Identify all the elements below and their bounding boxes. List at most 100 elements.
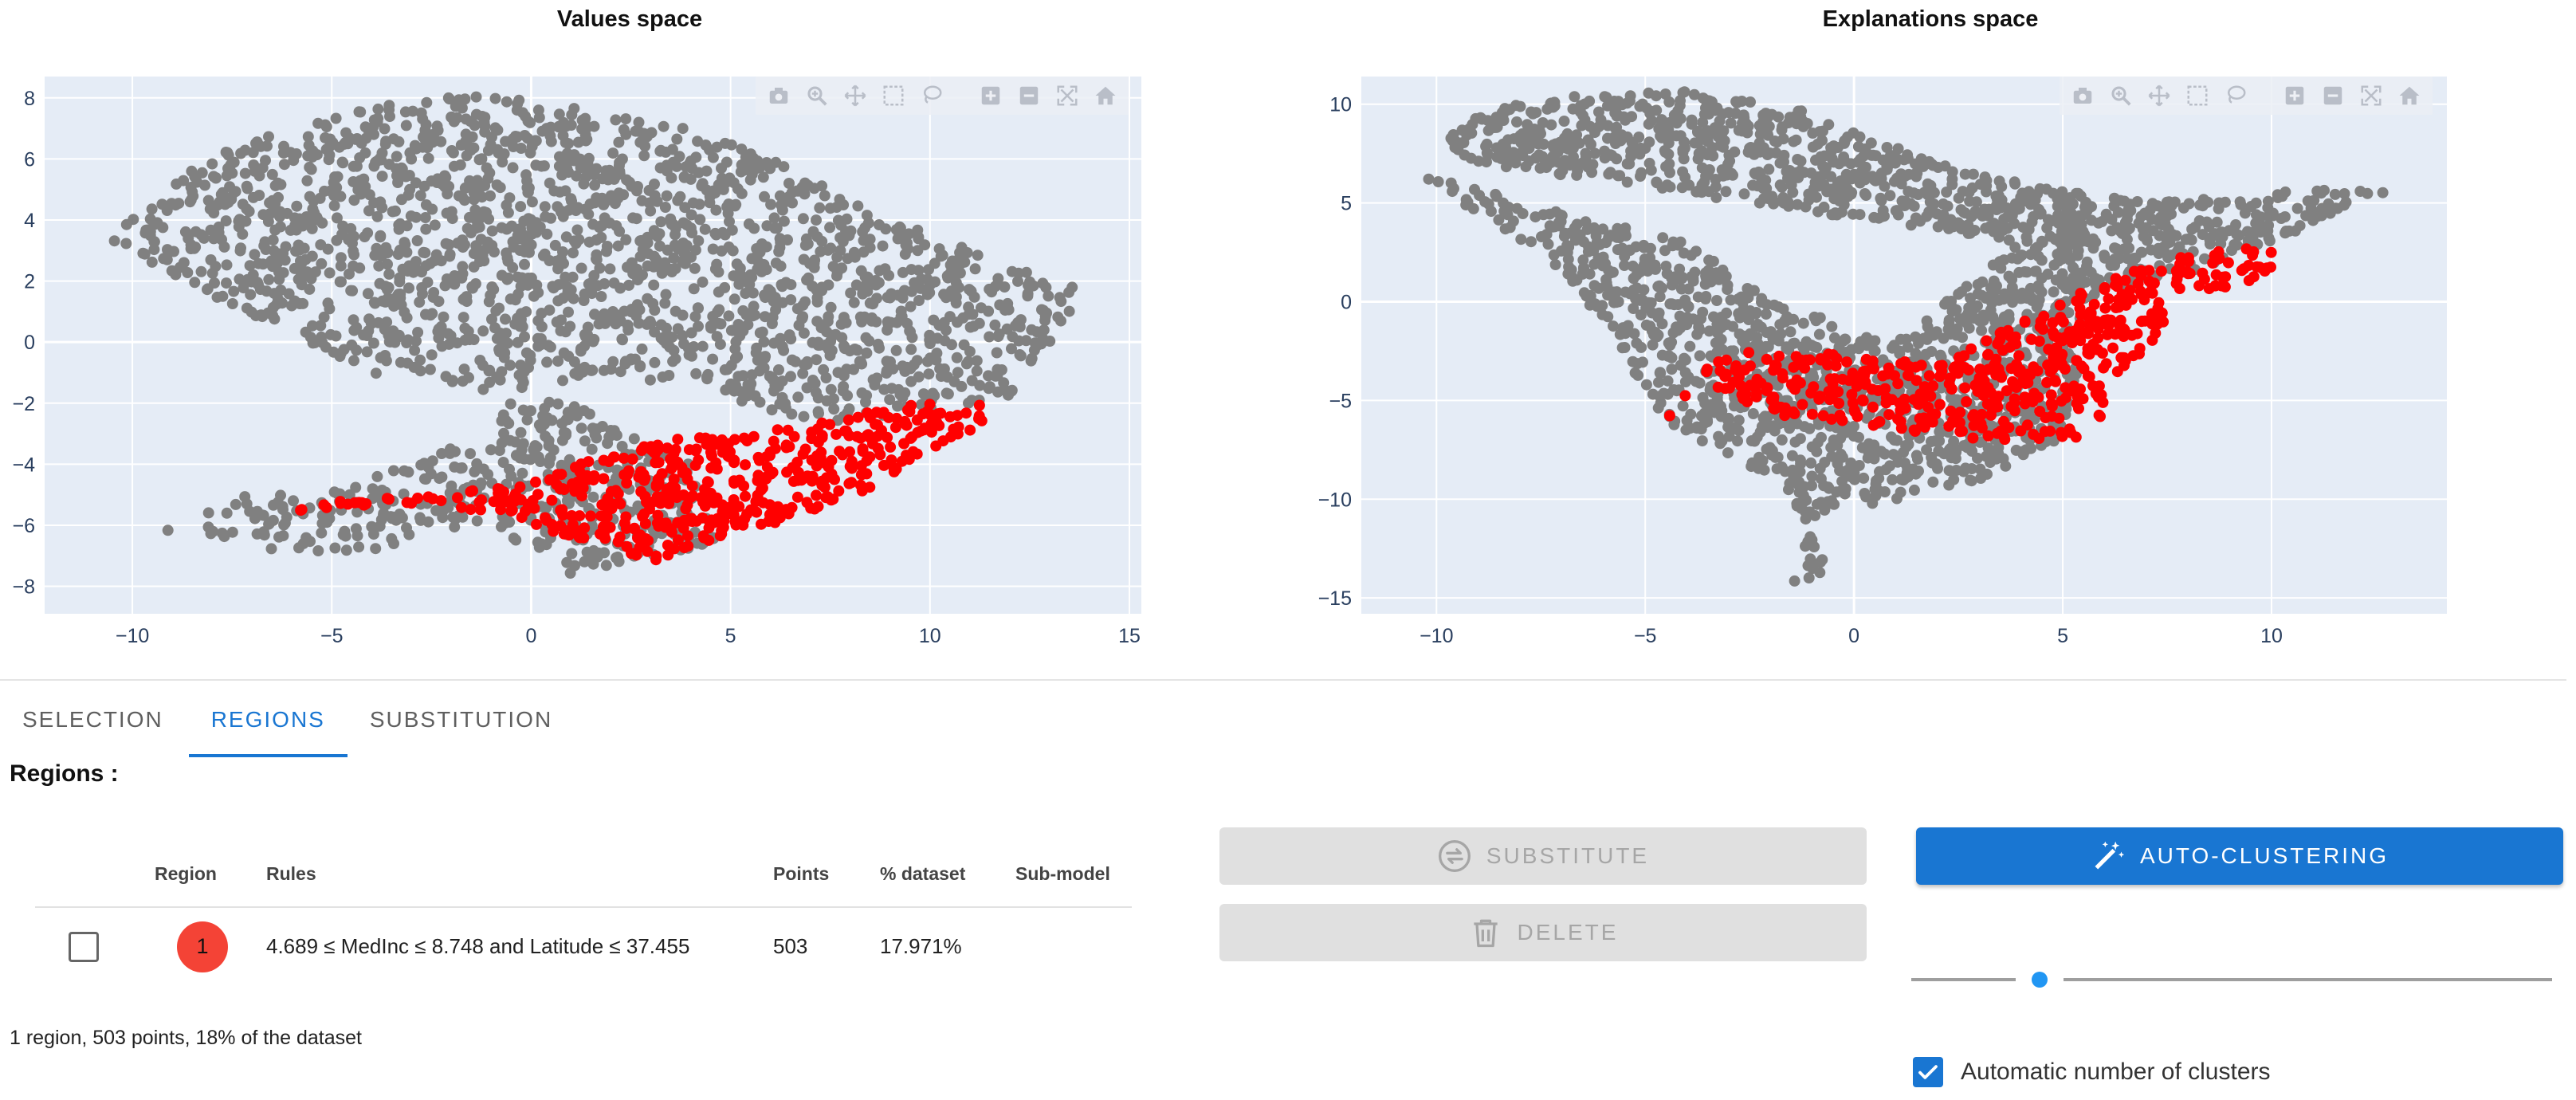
data-point [311,149,323,161]
data-point [2020,231,2032,243]
data-point [2257,221,2269,233]
data-point [785,371,796,383]
data-point [722,207,734,219]
data-point [989,319,1001,331]
data-point [649,356,661,368]
data-point [544,130,556,142]
data-point [845,287,857,299]
data-point [556,314,567,326]
data-point [776,199,787,211]
data-point [951,352,963,363]
data-point [1993,175,2005,187]
data-point [638,150,650,162]
data-point [728,293,740,305]
data-point [2073,214,2084,226]
data-point [1977,276,1989,288]
data-point [595,291,607,302]
data-point [376,202,388,214]
data-point [531,518,542,530]
data-point [792,391,804,403]
data-point [828,403,840,415]
data-point [1903,168,1914,180]
data-point [901,419,913,431]
data-point [540,210,552,222]
data-point [1886,431,1897,443]
data-point [1753,462,1765,474]
data-point [202,284,213,296]
data-point [579,331,591,343]
data-point [952,367,964,379]
data-point [505,505,517,517]
data-point [512,336,524,348]
data-point [892,400,903,412]
data-point [394,244,406,256]
data-point [1775,328,1787,340]
data-point [1637,356,1648,368]
data-point [958,339,970,351]
data-point [1638,284,1650,296]
data-point [609,198,621,210]
data-point [960,358,972,370]
data-point [668,344,680,356]
data-point [1826,209,1838,221]
data-point [340,544,352,556]
data-point [2090,237,2102,248]
data-point [705,462,717,474]
data-point [312,545,324,556]
data-point [610,114,622,126]
data-point [370,367,382,379]
data-point [939,335,951,347]
y-tick-label: −10 [1318,489,1352,511]
data-point [1895,178,1907,190]
data-point [921,356,933,367]
data-point [489,246,500,257]
data-point [838,380,850,392]
data-point [291,200,303,212]
data-point [496,366,508,378]
data-point [443,239,455,250]
data-point [927,387,939,399]
data-point [1014,349,1026,360]
data-point [539,201,551,213]
data-point [711,492,723,504]
data-point [120,238,132,249]
data-point [273,531,285,543]
data-point [601,246,612,257]
data-point [1702,136,1714,147]
data-point [811,316,823,328]
data-point [583,473,595,485]
data-point [1914,215,1926,227]
data-point [234,273,245,285]
data-point [1640,379,1652,391]
data-point [253,190,265,201]
data-point [669,239,681,251]
data-point [561,556,573,568]
data-point [1632,369,1644,381]
data-point [759,191,770,202]
data-point [1977,469,1989,481]
data-point [1749,168,1761,180]
data-point [757,171,769,183]
data-point [416,266,427,278]
x-tick-label: −5 [320,625,344,647]
data-point [742,379,754,391]
data-point [723,198,735,210]
data-point [1711,295,1722,306]
data-point [476,191,488,203]
data-point [401,522,412,534]
data-point [536,160,548,172]
data-point [797,213,809,225]
data-point [277,247,289,259]
data-point [2093,217,2104,229]
data-point [238,282,249,294]
data-point [351,160,363,172]
data-point [1859,188,1871,199]
data-point [144,213,156,225]
data-point [226,526,238,538]
data-point [331,212,343,224]
data-point [257,209,269,221]
data-point [478,244,490,256]
data-point [463,371,474,383]
data-point [620,128,632,140]
